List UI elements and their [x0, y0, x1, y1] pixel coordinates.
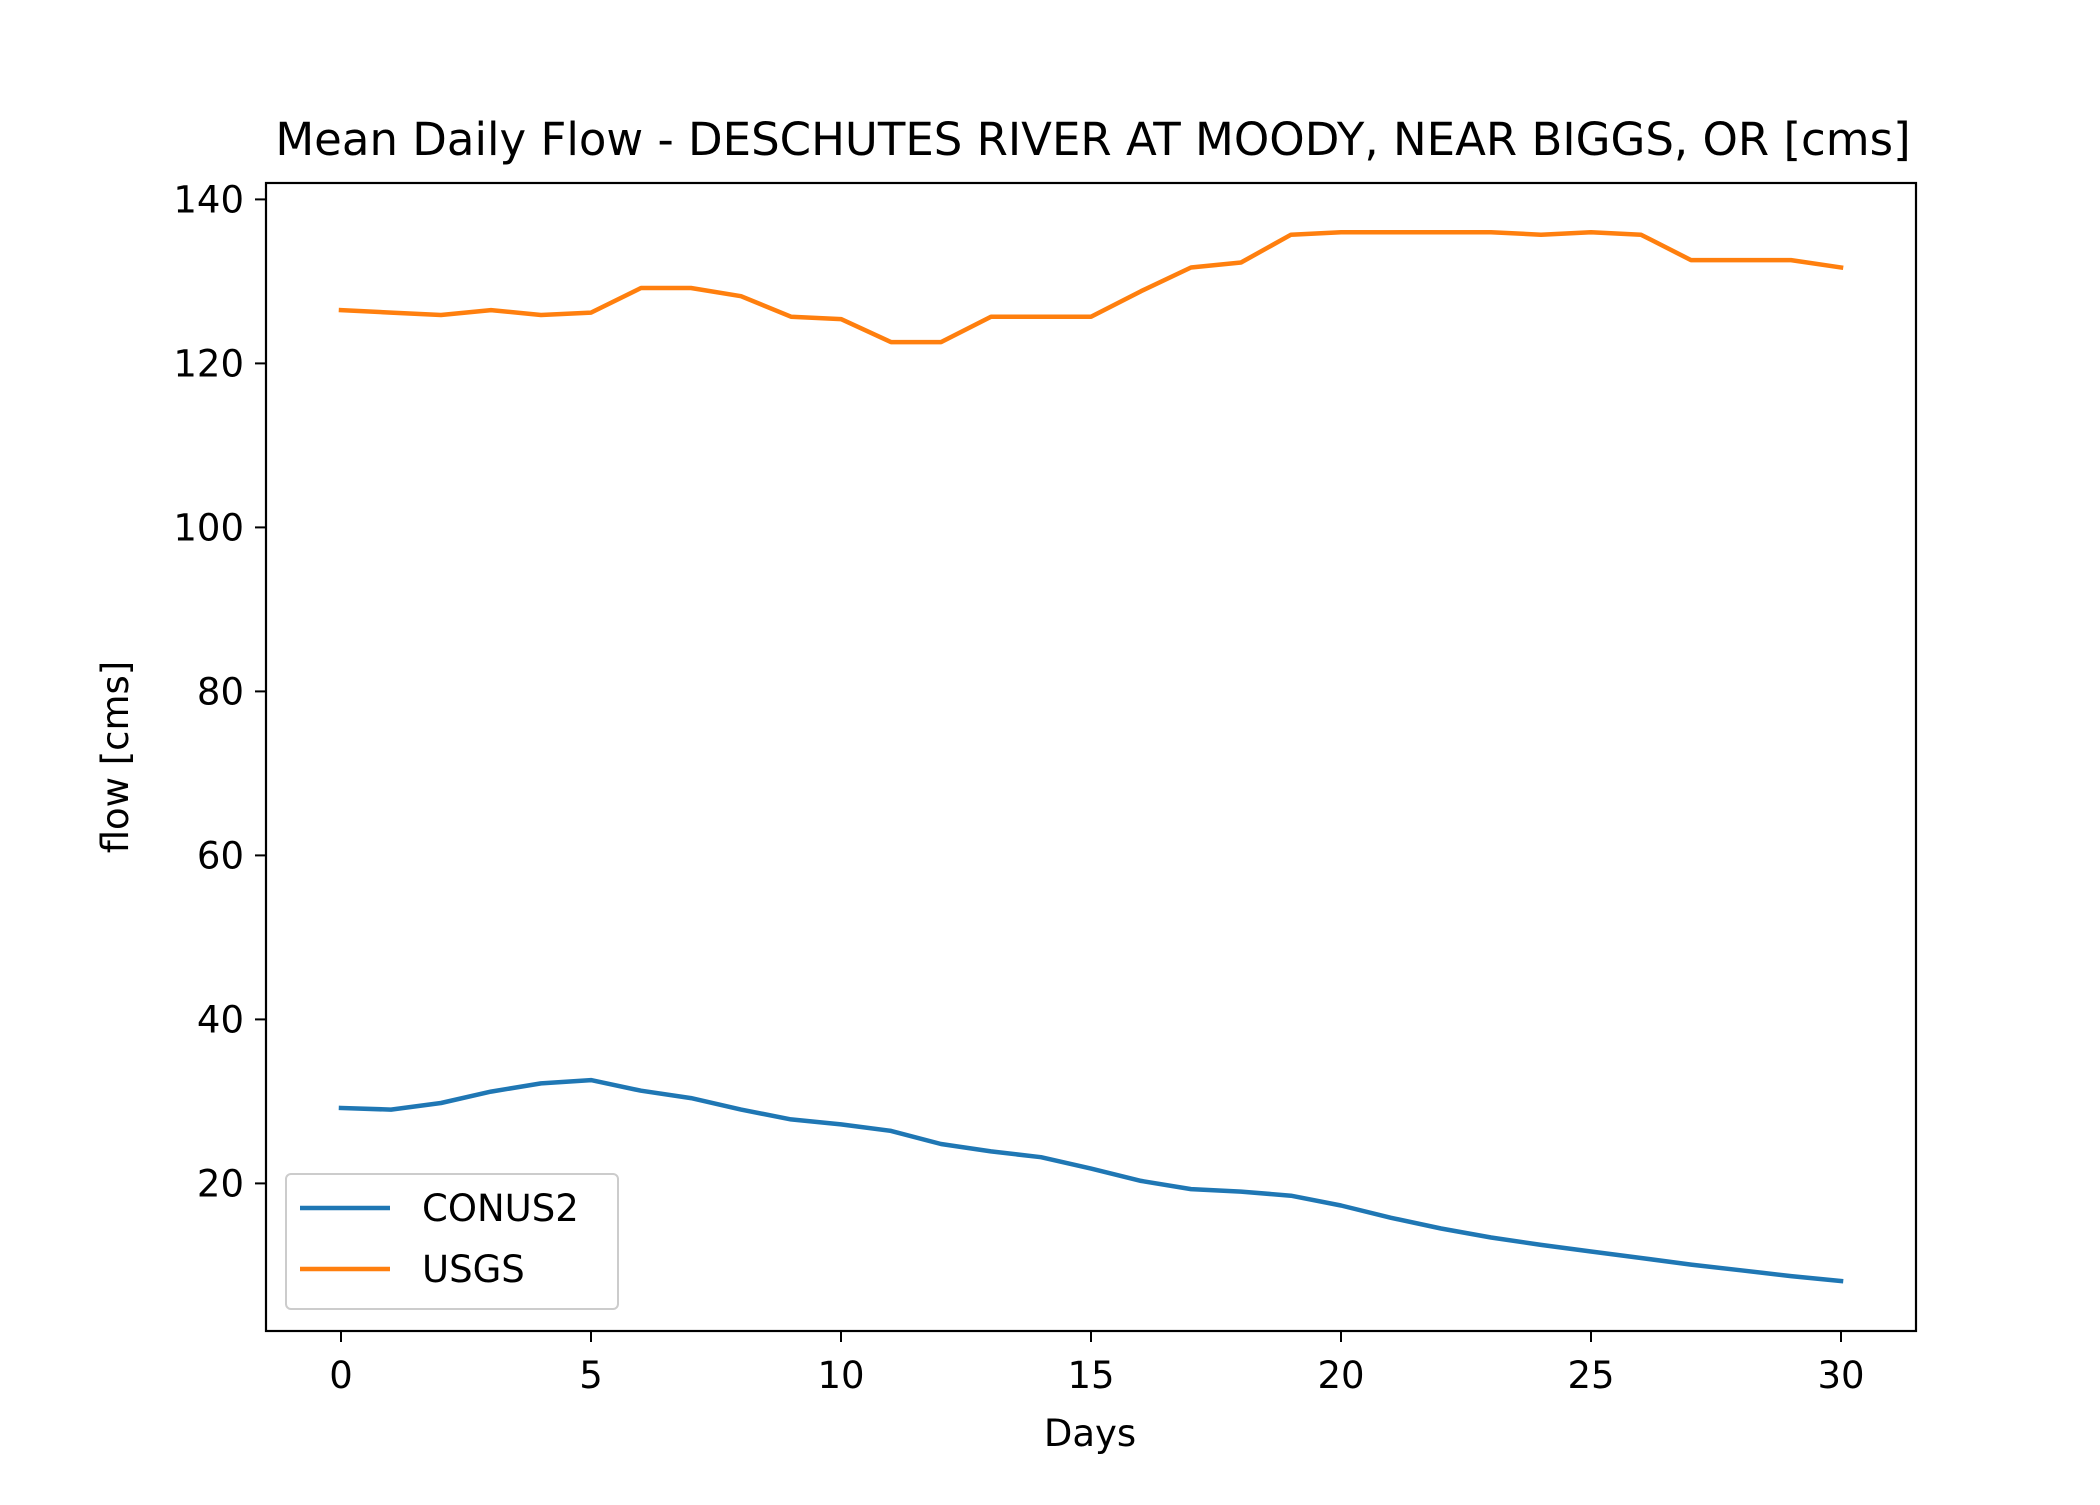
y-tick-label: 100 [173, 506, 244, 549]
series-line-conus2 [338, 1077, 1844, 1284]
x-tick-label: 30 [1817, 1354, 1864, 1397]
y-tick-label: 140 [173, 178, 244, 221]
y-tick-label: 80 [197, 670, 244, 713]
x-tick-label: 15 [1067, 1354, 1114, 1397]
y-tick-label: 20 [197, 1162, 244, 1205]
series-line-usgs [338, 229, 1844, 345]
chart-title: Mean Daily Flow - DESCHUTES RIVER AT MOO… [275, 113, 1910, 166]
x-tick-label: 25 [1567, 1354, 1614, 1397]
legend: CONUS2 USGS [285, 1173, 619, 1310]
x-axis-label: Days [1044, 1412, 1136, 1455]
legend-label-conus2: CONUS2 [422, 1187, 579, 1230]
y-axis-label: flow [cms] [94, 661, 137, 854]
y-tick-label: 120 [173, 342, 244, 385]
y-tick-label: 60 [197, 834, 244, 877]
x-tick-label: 0 [329, 1354, 353, 1397]
plot-area: 0 5 10 15 20 25 30 20 40 60 80 100 120 140 [173, 178, 1918, 1397]
x-tick-label: 10 [817, 1354, 864, 1397]
y-tick-label: 40 [197, 998, 244, 1041]
legend-label-usgs: USGS [422, 1248, 525, 1291]
x-tick-label: 5 [579, 1354, 603, 1397]
x-tick-label: 20 [1317, 1354, 1364, 1397]
